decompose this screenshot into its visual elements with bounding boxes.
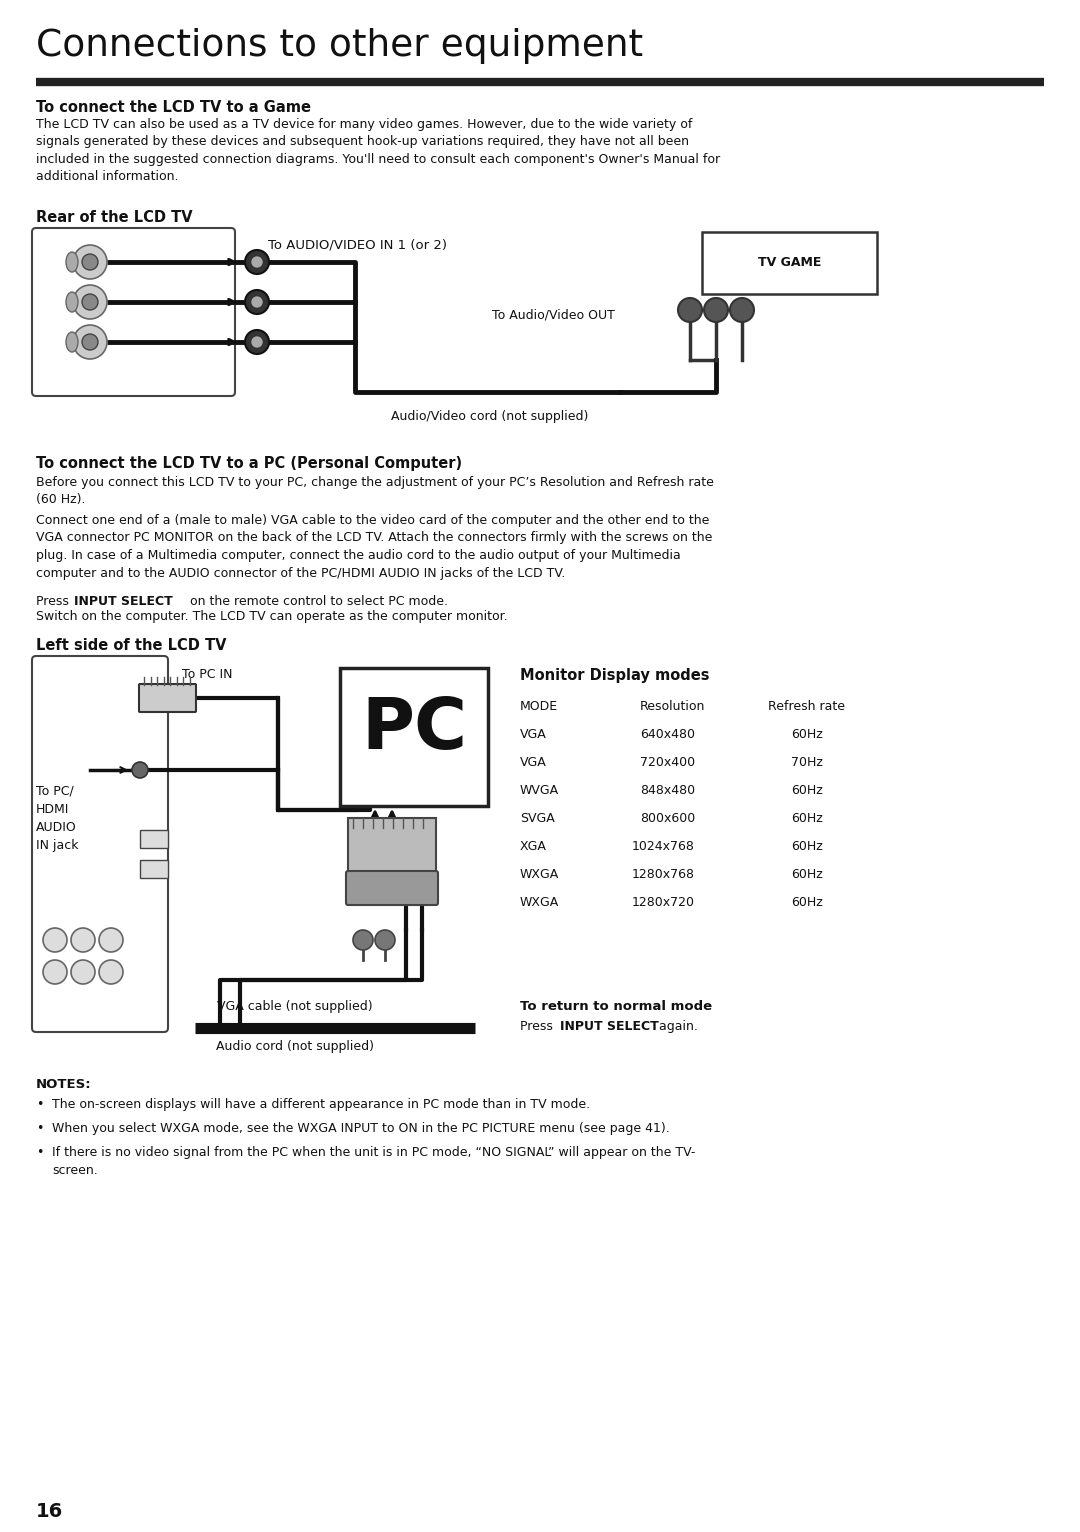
Text: Before you connect this LCD TV to your PC, change the adjustment of your PC’s Re: Before you connect this LCD TV to your P…: [36, 476, 714, 507]
Text: Connections to other equipment: Connections to other equipment: [36, 28, 643, 64]
Text: Left side of the LCD TV: Left side of the LCD TV: [36, 637, 227, 653]
Text: INPUT SELECT: INPUT SELECT: [561, 1020, 659, 1033]
Text: Rear of the LCD TV: Rear of the LCD TV: [36, 210, 192, 225]
Text: TV GAME: TV GAME: [758, 256, 821, 270]
Circle shape: [132, 761, 148, 778]
Text: 1280x720: 1280x720: [632, 896, 696, 908]
Circle shape: [245, 290, 269, 314]
Text: 848x480: 848x480: [639, 784, 696, 797]
Text: 60Hz: 60Hz: [792, 728, 823, 741]
Text: 60Hz: 60Hz: [792, 869, 823, 881]
Text: •: •: [36, 1121, 43, 1135]
Circle shape: [252, 337, 262, 348]
Circle shape: [99, 928, 123, 951]
Circle shape: [245, 250, 269, 274]
Circle shape: [82, 294, 98, 309]
FancyBboxPatch shape: [140, 830, 168, 849]
Circle shape: [353, 930, 373, 950]
Circle shape: [730, 299, 754, 322]
Circle shape: [82, 254, 98, 270]
Circle shape: [252, 297, 262, 306]
Text: 800x600: 800x600: [639, 812, 696, 826]
Circle shape: [82, 334, 98, 349]
Circle shape: [245, 329, 269, 354]
Text: 60Hz: 60Hz: [792, 812, 823, 826]
Text: Connect one end of a (male to male) VGA cable to the video card of the computer : Connect one end of a (male to male) VGA …: [36, 515, 713, 579]
Text: VGA: VGA: [519, 728, 546, 741]
Text: 70Hz: 70Hz: [792, 755, 823, 769]
Circle shape: [43, 961, 67, 984]
Text: VGA: VGA: [519, 755, 546, 769]
Text: To Audio/Video OUT: To Audio/Video OUT: [492, 308, 615, 322]
Text: 60Hz: 60Hz: [792, 896, 823, 908]
Text: 60Hz: 60Hz: [792, 840, 823, 853]
Text: Refresh rate: Refresh rate: [768, 700, 845, 712]
Text: The on-screen displays will have a different appearance in PC mode than in TV mo: The on-screen displays will have a diffe…: [52, 1098, 590, 1111]
Bar: [702, 231, 877, 294]
Text: again.: again.: [654, 1020, 698, 1033]
Text: 16: 16: [36, 1501, 64, 1521]
Ellipse shape: [66, 293, 78, 313]
Text: PC: PC: [361, 694, 467, 763]
Text: WVGA: WVGA: [519, 784, 559, 797]
Circle shape: [375, 930, 395, 950]
Text: 720x400: 720x400: [639, 755, 696, 769]
Text: NOTES:: NOTES:: [36, 1079, 92, 1091]
FancyBboxPatch shape: [139, 683, 195, 712]
Text: 1024x768: 1024x768: [632, 840, 696, 853]
Text: 640x480: 640x480: [640, 728, 696, 741]
Bar: [340, 668, 488, 806]
Circle shape: [71, 961, 95, 984]
FancyBboxPatch shape: [32, 228, 235, 395]
Text: When you select WXGA mode, see the WXGA INPUT to ON in the PC PICTURE menu (see : When you select WXGA mode, see the WXGA …: [52, 1121, 670, 1135]
Text: Switch on the computer. The LCD TV can operate as the computer monitor.: Switch on the computer. The LCD TV can o…: [36, 610, 508, 624]
Text: To PC IN: To PC IN: [183, 668, 232, 682]
Text: To connect the LCD TV to a Game: To connect the LCD TV to a Game: [36, 100, 311, 115]
Text: Audio cord (not supplied): Audio cord (not supplied): [216, 1040, 374, 1052]
Circle shape: [73, 245, 107, 279]
Text: The LCD TV can also be used as a TV device for many video games. However, due to: The LCD TV can also be used as a TV devi…: [36, 118, 720, 184]
Text: MODE: MODE: [519, 700, 558, 712]
Circle shape: [678, 299, 702, 322]
Circle shape: [252, 257, 262, 267]
Text: XGA: XGA: [519, 840, 546, 853]
Text: 60Hz: 60Hz: [792, 784, 823, 797]
Text: •: •: [36, 1146, 43, 1160]
Text: Monitor Display modes: Monitor Display modes: [519, 668, 710, 683]
Circle shape: [43, 928, 67, 951]
Text: To return to normal mode: To return to normal mode: [519, 1000, 712, 1013]
Text: VGA cable (not supplied): VGA cable (not supplied): [217, 1000, 373, 1013]
Text: INPUT SELECT: INPUT SELECT: [75, 594, 173, 608]
Text: on the remote control to select PC mode.: on the remote control to select PC mode.: [186, 594, 448, 608]
Ellipse shape: [66, 251, 78, 273]
Bar: [348, 818, 436, 873]
Text: Resolution: Resolution: [640, 700, 705, 712]
FancyBboxPatch shape: [32, 656, 168, 1033]
Circle shape: [704, 299, 728, 322]
Text: SVGA: SVGA: [519, 812, 555, 826]
Text: Press: Press: [519, 1020, 557, 1033]
Text: To PC/
HDMI
AUDIO
IN jack: To PC/ HDMI AUDIO IN jack: [36, 784, 79, 852]
Text: WXGA: WXGA: [519, 896, 559, 908]
Text: If there is no video signal from the PC when the unit is in PC mode, “NO SIGNAL”: If there is no video signal from the PC …: [52, 1146, 696, 1177]
Text: 1280x768: 1280x768: [632, 869, 696, 881]
Circle shape: [73, 325, 107, 358]
Circle shape: [99, 961, 123, 984]
FancyBboxPatch shape: [140, 859, 168, 878]
Text: Press: Press: [36, 594, 72, 608]
Circle shape: [73, 285, 107, 319]
FancyBboxPatch shape: [346, 872, 438, 905]
Text: •: •: [36, 1098, 43, 1111]
Text: Audio/Video cord (not supplied): Audio/Video cord (not supplied): [391, 411, 589, 423]
Text: To AUDIO/VIDEO IN 1 (or 2): To AUDIO/VIDEO IN 1 (or 2): [268, 237, 447, 251]
Text: WXGA: WXGA: [519, 869, 559, 881]
Circle shape: [71, 928, 95, 951]
Text: To connect the LCD TV to a PC (Personal Computer): To connect the LCD TV to a PC (Personal …: [36, 457, 462, 470]
Ellipse shape: [66, 332, 78, 352]
